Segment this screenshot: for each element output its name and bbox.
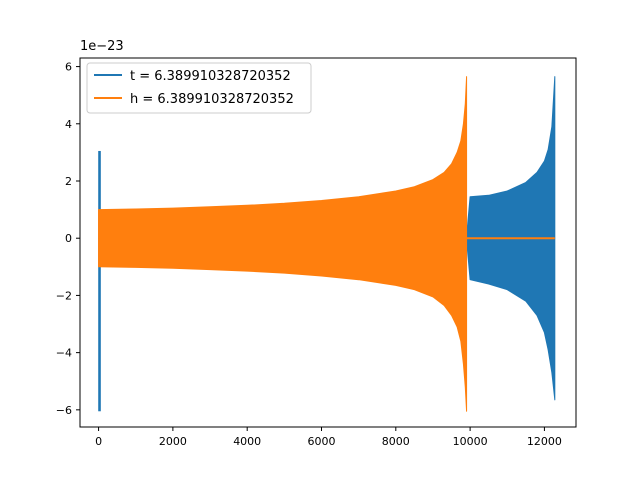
plot-area xyxy=(98,76,556,412)
x-tick-label: 12000 xyxy=(527,435,562,448)
y-offset-label: 1e−23 xyxy=(80,39,124,54)
axis-ticks: 0 2000 4000 6000 8000 10000 12000 −6 −4 −2 0 2 4 6 xyxy=(56,61,562,448)
y-tick-label: 6 xyxy=(65,61,72,74)
x-tick-label: 6000 xyxy=(307,435,335,448)
series-h-transient xyxy=(98,209,101,267)
x-tick-label: 10000 xyxy=(453,435,488,448)
axes-frame xyxy=(79,57,577,428)
series-h-envelope xyxy=(98,76,468,412)
y-tick-label: 2 xyxy=(65,175,72,188)
y-tick-label: −2 xyxy=(56,289,72,302)
y-tick-label: 0 xyxy=(65,232,72,245)
legend-box xyxy=(86,62,312,114)
x-tick-label: 8000 xyxy=(382,435,410,448)
legend-label-h: h = 6.389910328720352 xyxy=(130,92,294,107)
legend: t = 6.389910328720352 h = 6.389910328720… xyxy=(86,62,312,114)
x-tick-label: 0 xyxy=(95,435,102,448)
x-tick-label: 4000 xyxy=(233,435,261,448)
y-tick-label: 4 xyxy=(65,118,72,131)
y-tick-label: −4 xyxy=(56,347,72,360)
y-tick-label: −6 xyxy=(56,404,72,417)
legend-label-t: t = 6.389910328720352 xyxy=(130,69,291,84)
series-t-transient xyxy=(98,150,101,412)
x-tick-label: 2000 xyxy=(159,435,187,448)
